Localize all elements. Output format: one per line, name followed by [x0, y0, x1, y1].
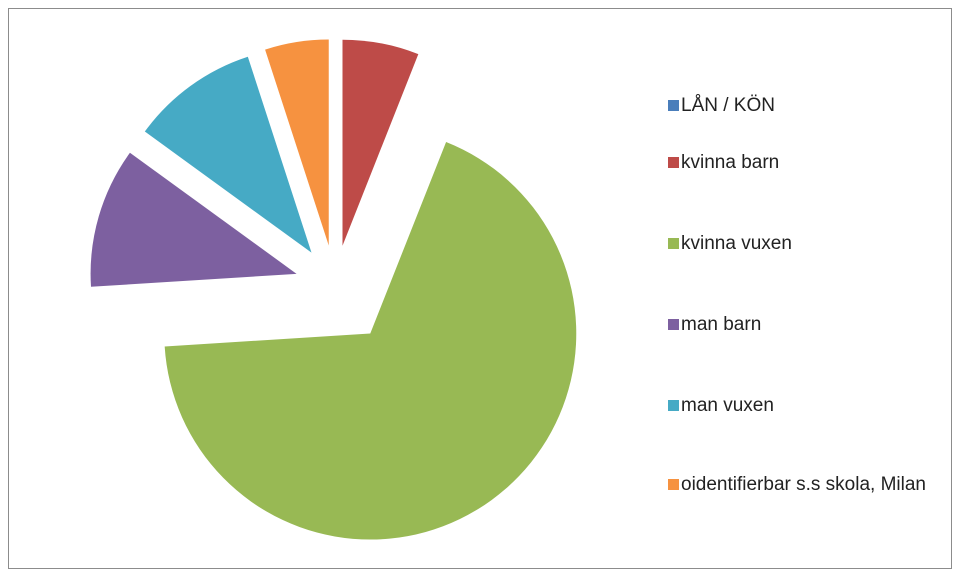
pie-slice	[144, 56, 312, 253]
legend-swatch	[668, 400, 679, 411]
legend-label: kvinna vuxen	[681, 233, 792, 254]
pie-slice	[164, 142, 577, 540]
legend-item: man vuxen	[668, 392, 948, 420]
legend-label: oidentifierbar s.s skola, Milan	[681, 474, 926, 495]
legend-label: LÅN / KÖN	[681, 95, 775, 116]
pie-slice	[342, 39, 419, 246]
legend-label: kvinna barn	[681, 152, 780, 173]
pie-slice	[265, 39, 329, 246]
legend-swatch	[668, 100, 679, 111]
legend-label: man vuxen	[681, 395, 774, 416]
legend-swatch	[668, 157, 679, 168]
legend-swatch	[668, 479, 679, 490]
legend-item: man barn	[668, 311, 948, 339]
legend-swatch	[668, 319, 679, 330]
legend-item: oidentifierbar s.s skola, Milan	[668, 471, 948, 499]
legend-item: kvinna barn	[668, 149, 948, 177]
legend-item: kvinna vuxen	[668, 230, 948, 258]
legend-label: man barn	[681, 314, 762, 335]
legend-swatch	[668, 238, 679, 249]
pie-slice	[90, 152, 297, 287]
legend-item: LÅN / KÖN	[668, 92, 948, 120]
